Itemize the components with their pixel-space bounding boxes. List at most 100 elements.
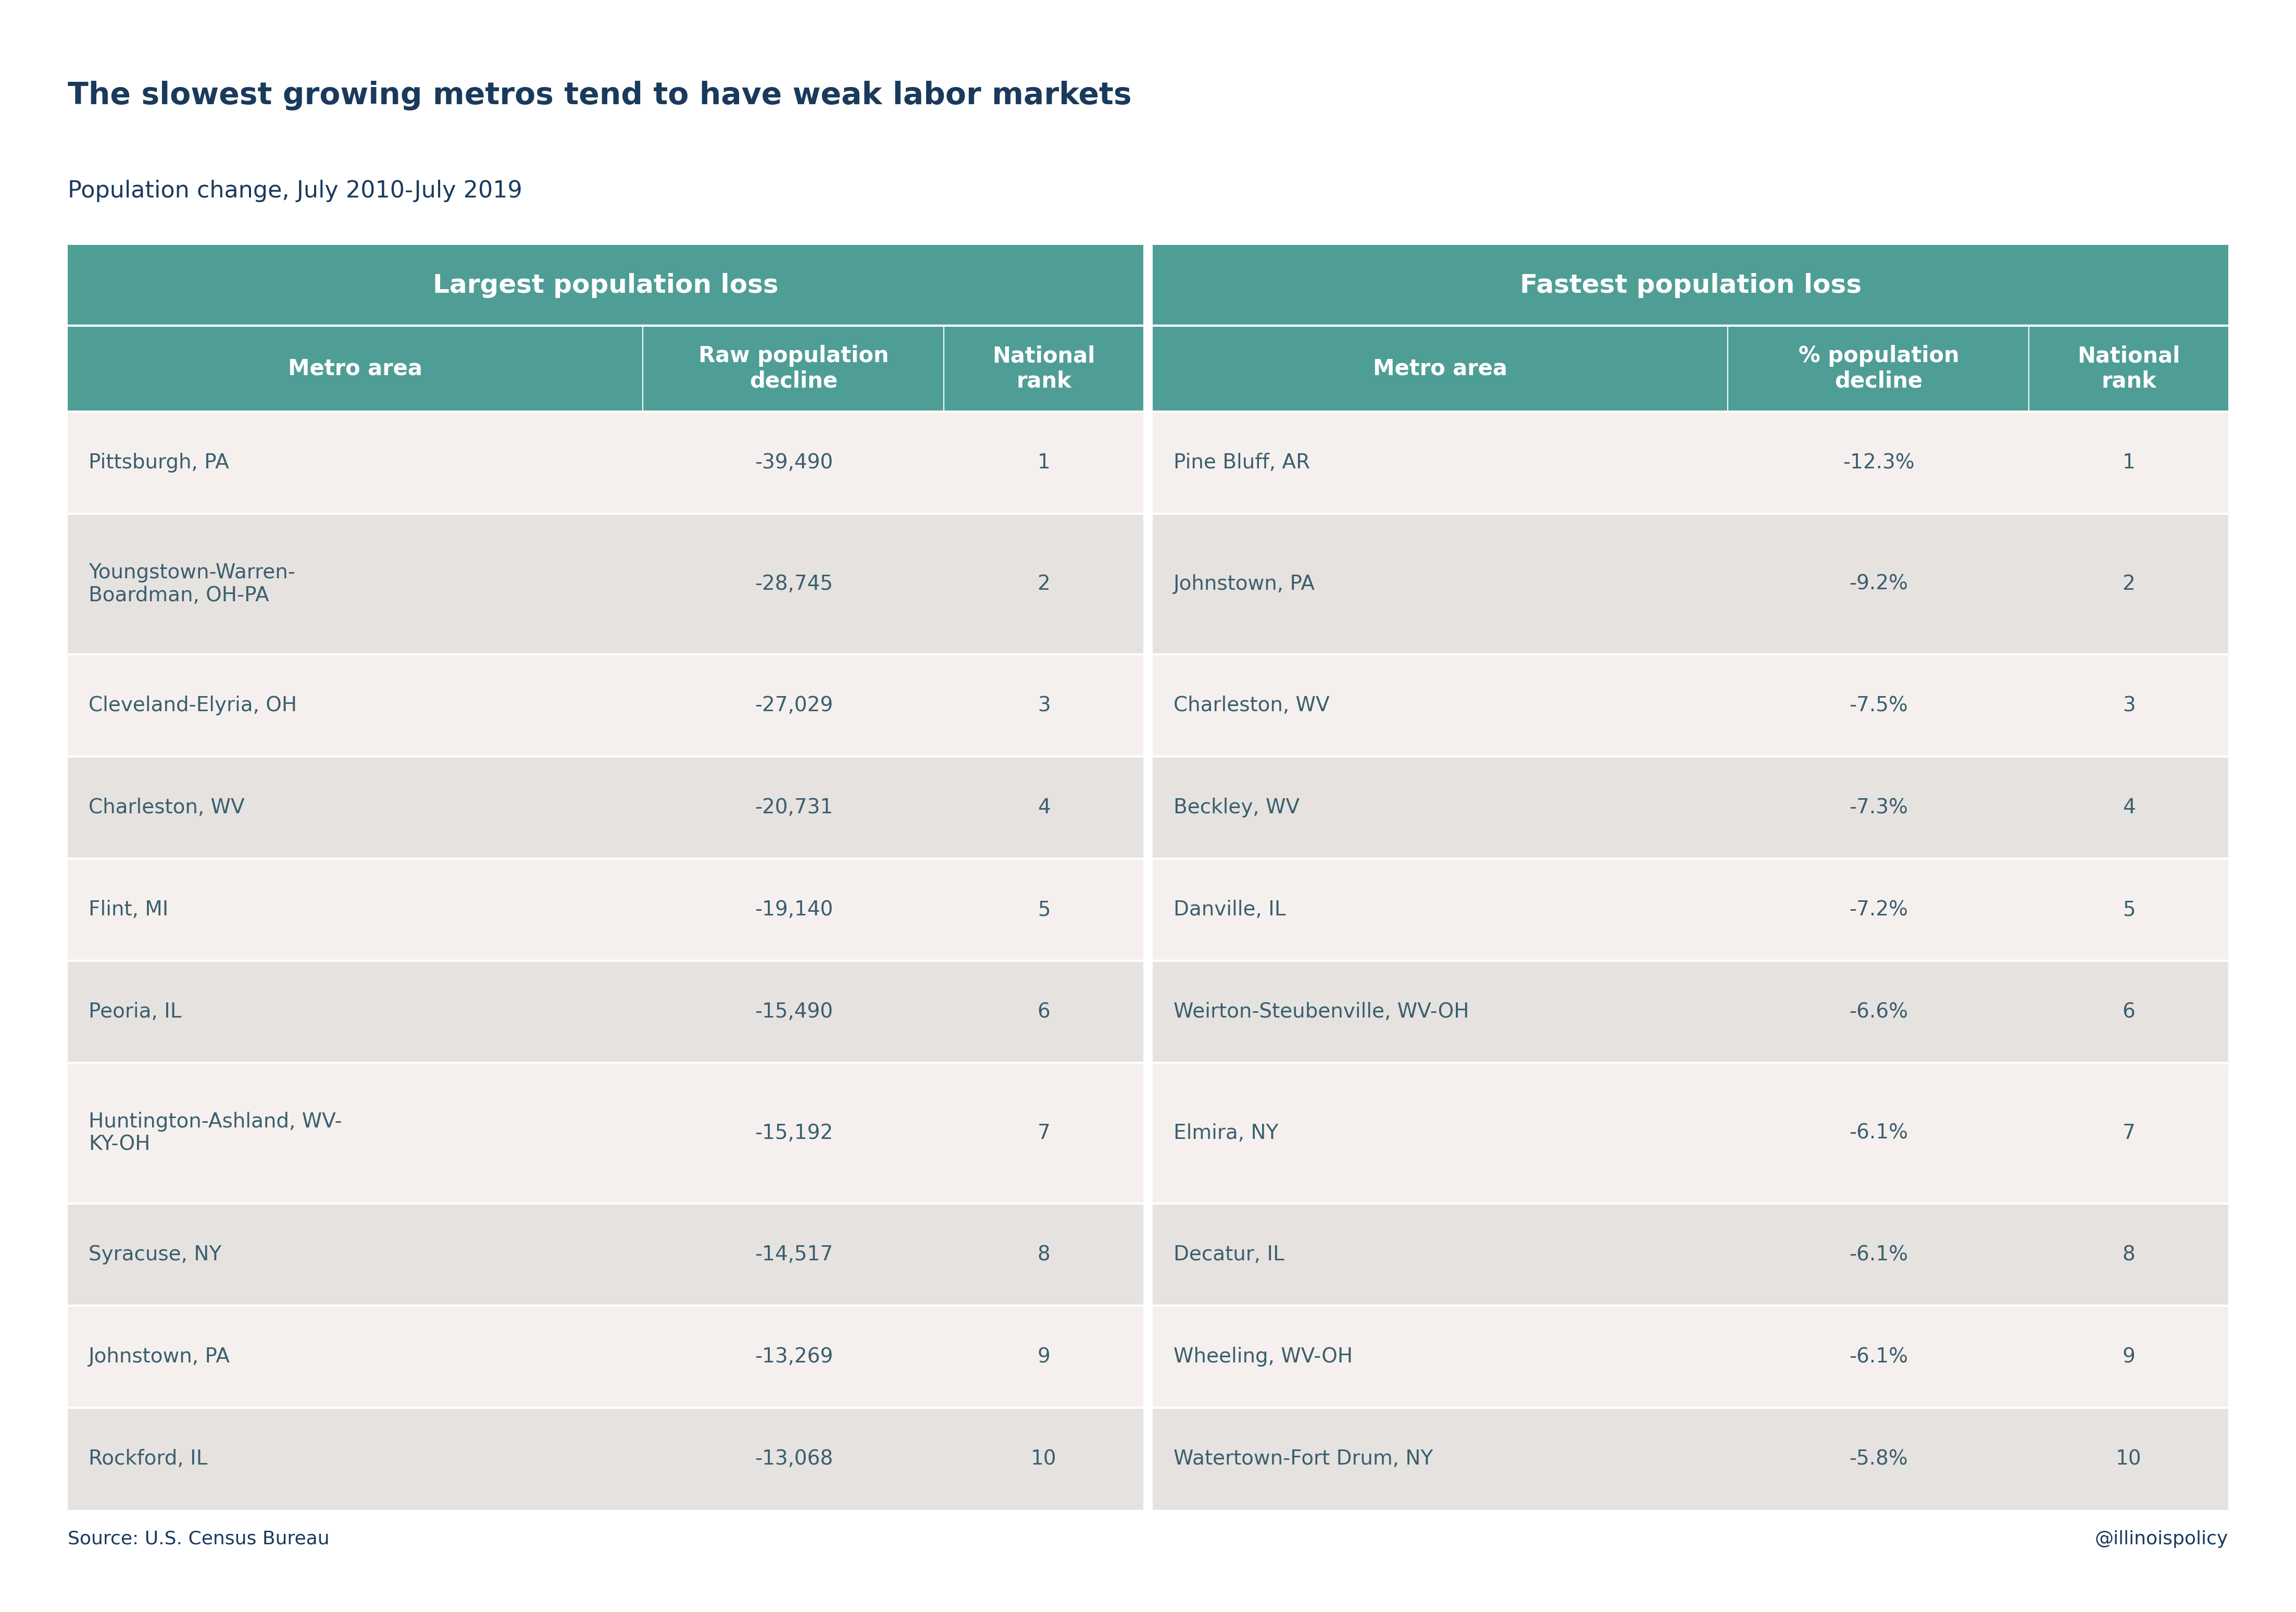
Bar — [944, 654, 1143, 756]
Bar — [2030, 756, 2229, 859]
Text: -12.3%: -12.3% — [1844, 453, 1915, 472]
Bar — [1153, 245, 2229, 326]
Text: -6.1%: -6.1% — [1848, 1124, 1908, 1143]
Text: Huntington-Ashland, WV-
KY-OH: Huntington-Ashland, WV- KY-OH — [90, 1112, 342, 1154]
Text: 9: 9 — [1038, 1346, 1049, 1367]
Bar — [67, 245, 1143, 326]
Text: -15,192: -15,192 — [755, 1124, 833, 1143]
Bar — [643, 1306, 944, 1407]
Text: 5: 5 — [1038, 899, 1049, 919]
Text: % population
decline: % population decline — [1798, 345, 1958, 392]
Text: -7.3%: -7.3% — [1848, 798, 1908, 817]
Text: Syracuse, NY: Syracuse, NY — [90, 1244, 220, 1264]
Bar — [944, 1306, 1143, 1407]
Bar — [944, 859, 1143, 961]
Text: -6.6%: -6.6% — [1848, 1003, 1908, 1022]
Text: -20,731: -20,731 — [755, 798, 833, 817]
Bar — [643, 756, 944, 859]
Bar — [944, 756, 1143, 859]
Bar — [2030, 1204, 2229, 1306]
Text: Watertown-Fort Drum, NY: Watertown-Fort Drum, NY — [1173, 1449, 1433, 1469]
Text: Source: U.S. Census Bureau: Source: U.S. Census Bureau — [67, 1530, 328, 1548]
Text: -14,517: -14,517 — [755, 1244, 833, 1264]
Bar — [643, 1407, 944, 1510]
Text: 8: 8 — [1038, 1244, 1049, 1264]
Bar — [67, 1062, 643, 1204]
Text: 10: 10 — [1031, 1449, 1056, 1469]
Text: Beckley, WV: Beckley, WV — [1173, 798, 1300, 817]
Bar — [1153, 859, 1729, 961]
Text: 7: 7 — [1038, 1124, 1049, 1143]
Bar — [1143, 245, 1153, 1510]
Bar — [1729, 1407, 2030, 1510]
Bar — [67, 1407, 643, 1510]
Bar — [1153, 1306, 1729, 1407]
Text: Danville, IL: Danville, IL — [1173, 899, 1286, 919]
Bar — [1153, 1407, 1729, 1510]
Text: 4: 4 — [2122, 798, 2135, 817]
Bar — [643, 1062, 944, 1204]
Text: 8: 8 — [2122, 1244, 2135, 1264]
Text: 10: 10 — [2117, 1449, 2142, 1469]
Text: 2: 2 — [1038, 574, 1049, 593]
Text: Weirton-Steubenville, WV-OH: Weirton-Steubenville, WV-OH — [1173, 1003, 1469, 1022]
Bar — [1729, 859, 2030, 961]
Bar — [1729, 961, 2030, 1062]
Bar — [1153, 411, 1729, 514]
Text: -6.1%: -6.1% — [1848, 1346, 1908, 1367]
Text: -5.8%: -5.8% — [1848, 1449, 1908, 1469]
Bar — [1729, 326, 2030, 411]
Bar — [2030, 1062, 2229, 1204]
Bar — [2030, 961, 2229, 1062]
Bar — [944, 1407, 1143, 1510]
Bar — [1729, 1062, 2030, 1204]
Text: -6.1%: -6.1% — [1848, 1244, 1908, 1264]
Text: -27,029: -27,029 — [755, 695, 833, 716]
Bar — [1729, 1306, 2030, 1407]
Text: 7: 7 — [2122, 1124, 2135, 1143]
Text: -13,269: -13,269 — [755, 1346, 833, 1367]
Text: Pittsburgh, PA: Pittsburgh, PA — [90, 453, 230, 472]
Text: Fastest population loss: Fastest population loss — [1520, 272, 1862, 298]
Bar — [67, 1204, 643, 1306]
Bar — [67, 654, 643, 756]
Text: 6: 6 — [1038, 1003, 1049, 1022]
Bar — [67, 411, 643, 514]
Bar — [944, 326, 1143, 411]
Bar — [1153, 961, 1729, 1062]
Bar — [643, 1204, 944, 1306]
Text: 4: 4 — [1038, 798, 1049, 817]
Text: Elmira, NY: Elmira, NY — [1173, 1124, 1279, 1143]
Bar — [2030, 1306, 2229, 1407]
Text: -7.5%: -7.5% — [1848, 695, 1908, 716]
Text: -7.2%: -7.2% — [1848, 899, 1908, 919]
Bar — [1729, 514, 2030, 654]
Text: Metro area: Metro area — [1373, 358, 1508, 379]
Text: Charleston, WV: Charleston, WV — [90, 798, 246, 817]
Text: 1: 1 — [2122, 453, 2135, 472]
Text: -28,745: -28,745 — [755, 574, 833, 593]
Text: Wheeling, WV-OH: Wheeling, WV-OH — [1173, 1346, 1352, 1367]
Text: -15,490: -15,490 — [755, 1003, 833, 1022]
Bar — [944, 961, 1143, 1062]
Bar — [67, 859, 643, 961]
Text: -13,068: -13,068 — [755, 1449, 833, 1469]
Text: @illinoispolicy: @illinoispolicy — [2094, 1530, 2229, 1548]
Bar — [67, 756, 643, 859]
Bar — [67, 326, 643, 411]
Text: Cleveland-Elyria, OH: Cleveland-Elyria, OH — [90, 695, 296, 716]
Text: Peoria, IL: Peoria, IL — [90, 1003, 181, 1022]
Text: 6: 6 — [2122, 1003, 2135, 1022]
Bar — [643, 326, 944, 411]
Bar — [1153, 654, 1729, 756]
Text: -19,140: -19,140 — [755, 899, 833, 919]
Bar — [1153, 1204, 1729, 1306]
Text: -9.2%: -9.2% — [1848, 574, 1908, 593]
Bar — [1729, 411, 2030, 514]
Bar — [643, 961, 944, 1062]
Bar — [944, 411, 1143, 514]
Bar — [1153, 1062, 1729, 1204]
Text: Raw population
decline: Raw population decline — [698, 345, 889, 392]
Bar — [2030, 654, 2229, 756]
Text: Metro area: Metro area — [289, 358, 422, 379]
